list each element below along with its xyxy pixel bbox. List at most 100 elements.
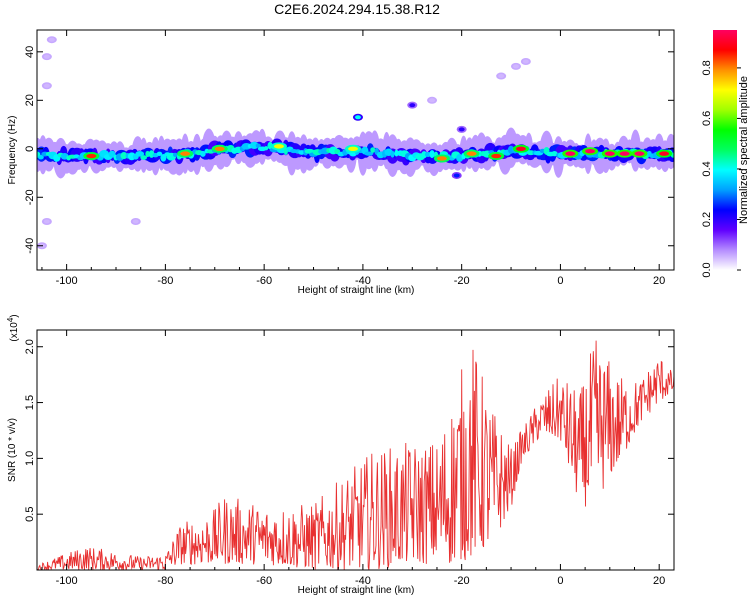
strong-return bbox=[86, 153, 97, 159]
snr-x-label: Height of straight line (km) bbox=[298, 585, 415, 596]
snr-y-tick-label: 2.0 bbox=[24, 339, 36, 354]
spectrogram-core bbox=[156, 151, 163, 156]
spectrogram-core bbox=[120, 151, 128, 160]
colorbar-tick-label: 0.8 bbox=[701, 60, 713, 75]
spectrogram-x-tick-label: 20 bbox=[653, 275, 665, 287]
snr-multiplier-base: (x10 bbox=[9, 322, 20, 342]
spectrogram-core bbox=[370, 147, 376, 153]
colorbar-gradient bbox=[713, 30, 737, 270]
snr-multiplier-exp: 4 bbox=[6, 317, 15, 322]
strong-return bbox=[659, 151, 670, 156]
spectrogram-core bbox=[394, 149, 399, 157]
spectrogram-x-axis: -100 -80 -60 -40 -20 0 20 bbox=[41, 30, 665, 287]
spectrogram-y-tick-label: -20 bbox=[24, 189, 36, 205]
snr-x-axis: -100 -80 -60 -40 -20 0 20 bbox=[41, 330, 665, 587]
snr-x-tick-label: -80 bbox=[157, 575, 173, 587]
spectrogram-core bbox=[38, 155, 44, 160]
snr-y-tick-label: 0.5 bbox=[24, 507, 36, 522]
snr-x-tick-label: -40 bbox=[355, 575, 371, 587]
spectrogram-core bbox=[429, 150, 435, 159]
spectrogram-y-tick-label: -40 bbox=[24, 238, 36, 254]
isolated-return bbox=[458, 127, 465, 132]
spectrogram-x-tick-label: -20 bbox=[454, 275, 470, 287]
spectrogram-core bbox=[364, 151, 374, 156]
colorbar: 0.0 0.2 0.4 0.6 0.8 Normalized spectral ampl… bbox=[701, 30, 750, 278]
strong-return bbox=[491, 153, 502, 159]
spectrogram-core bbox=[200, 150, 206, 157]
isolated-return bbox=[48, 37, 55, 42]
colorbar-tick-label: 0.6 bbox=[701, 111, 713, 126]
spectrogram-y-label: Frequency (Hz) bbox=[7, 116, 18, 185]
snr-y-label: SNR (10 * v/v) bbox=[7, 418, 18, 482]
isolated-return bbox=[453, 173, 460, 178]
spectrogram-x-tick-label: 0 bbox=[557, 275, 563, 287]
spectrogram-core bbox=[551, 151, 558, 157]
spectrogram-x-tick-label: -100 bbox=[56, 275, 78, 287]
colorbar-tick-label: 0.2 bbox=[701, 212, 713, 227]
colorbar-tick-label: 0.4 bbox=[701, 161, 713, 176]
snr-y-tick-label: 1.5 bbox=[24, 395, 36, 410]
snr-x-tick-label: -20 bbox=[454, 575, 470, 587]
isolated-return bbox=[354, 115, 361, 120]
spectrogram-core bbox=[108, 150, 116, 158]
snr-y-axis: 0.5 1.0 1.5 2.0 bbox=[24, 339, 674, 522]
spectrogram-core bbox=[390, 150, 395, 158]
spectrogram-frame bbox=[36, 29, 675, 271]
colorbar-label: Normalized spectral amplitude bbox=[738, 76, 750, 224]
strong-return bbox=[619, 151, 630, 156]
spectrogram-x-tick-label: -40 bbox=[355, 275, 371, 287]
snr-x-tick-label: 20 bbox=[653, 575, 665, 587]
spectrogram-core bbox=[135, 151, 145, 157]
spectrogram-returns bbox=[37, 36, 674, 250]
snr-y-tick-label: 1.0 bbox=[24, 451, 36, 466]
spectrogram-y-tick-label: 0 bbox=[24, 146, 36, 152]
snr-series bbox=[37, 340, 674, 570]
spectrogram-y-tick-label: 20 bbox=[24, 94, 36, 106]
spectrogram-core bbox=[173, 152, 178, 158]
spectrogram-x-label: Height of straight line (km) bbox=[298, 285, 415, 296]
spectrogram-core bbox=[264, 146, 269, 151]
colorbar-tick-label: 0.0 bbox=[701, 262, 713, 277]
spectrogram-y-tick-label: 40 bbox=[24, 46, 36, 58]
isolated-return bbox=[43, 219, 50, 224]
strong-return bbox=[214, 146, 225, 151]
strong-return bbox=[515, 146, 526, 151]
snr-line bbox=[37, 340, 674, 570]
snr-plot-area bbox=[37, 330, 674, 570]
spectrogram-core bbox=[160, 153, 167, 162]
strong-return bbox=[466, 151, 477, 156]
colorbar-ticks: 0.0 0.2 0.4 0.6 0.8 bbox=[701, 60, 741, 278]
spectrogram-core bbox=[249, 141, 259, 150]
spectrogram-y-axis: -40 -20 0 20 40 bbox=[24, 46, 674, 254]
spectrogram-core bbox=[145, 150, 150, 158]
spectrogram-x-tick-label: -60 bbox=[256, 275, 272, 287]
snr-x-tick-label: -60 bbox=[256, 575, 272, 587]
snr-multiplier-close: ) bbox=[9, 314, 20, 317]
spectrogram-panel: -100 -80 -60 -40 -20 0 20 -40 -20 0 20 40 Height o… bbox=[7, 29, 675, 296]
snr-multiplier: (x104) bbox=[6, 314, 20, 341]
isolated-return bbox=[522, 59, 529, 64]
strong-return bbox=[348, 146, 359, 151]
snr-x-tick-label: -100 bbox=[56, 575, 78, 587]
strong-return bbox=[585, 149, 596, 154]
isolated-return bbox=[429, 98, 436, 103]
spectrogram-core bbox=[140, 155, 147, 160]
snr-panel: -100 -80 -60 -40 -20 0 20 0.5 1.0 1.5 2.0 Height … bbox=[6, 314, 675, 596]
strong-return bbox=[565, 151, 576, 156]
isolated-return bbox=[512, 64, 519, 69]
isolated-return bbox=[409, 103, 416, 108]
figure-title: C2E6.2024.294.15.38.R12 bbox=[274, 1, 440, 17]
strong-return bbox=[634, 151, 645, 156]
isolated-return bbox=[43, 54, 50, 59]
isolated-return bbox=[498, 74, 505, 79]
isolated-return bbox=[43, 83, 50, 88]
spectrogram-x-tick-label: -80 bbox=[157, 275, 173, 287]
strong-return bbox=[604, 151, 615, 156]
strong-return bbox=[180, 151, 191, 156]
spectrogram-core bbox=[255, 143, 261, 148]
snr-frame bbox=[36, 329, 675, 571]
isolated-return bbox=[132, 219, 139, 224]
strong-return bbox=[436, 156, 447, 161]
snr-x-tick-label: 0 bbox=[557, 575, 563, 587]
